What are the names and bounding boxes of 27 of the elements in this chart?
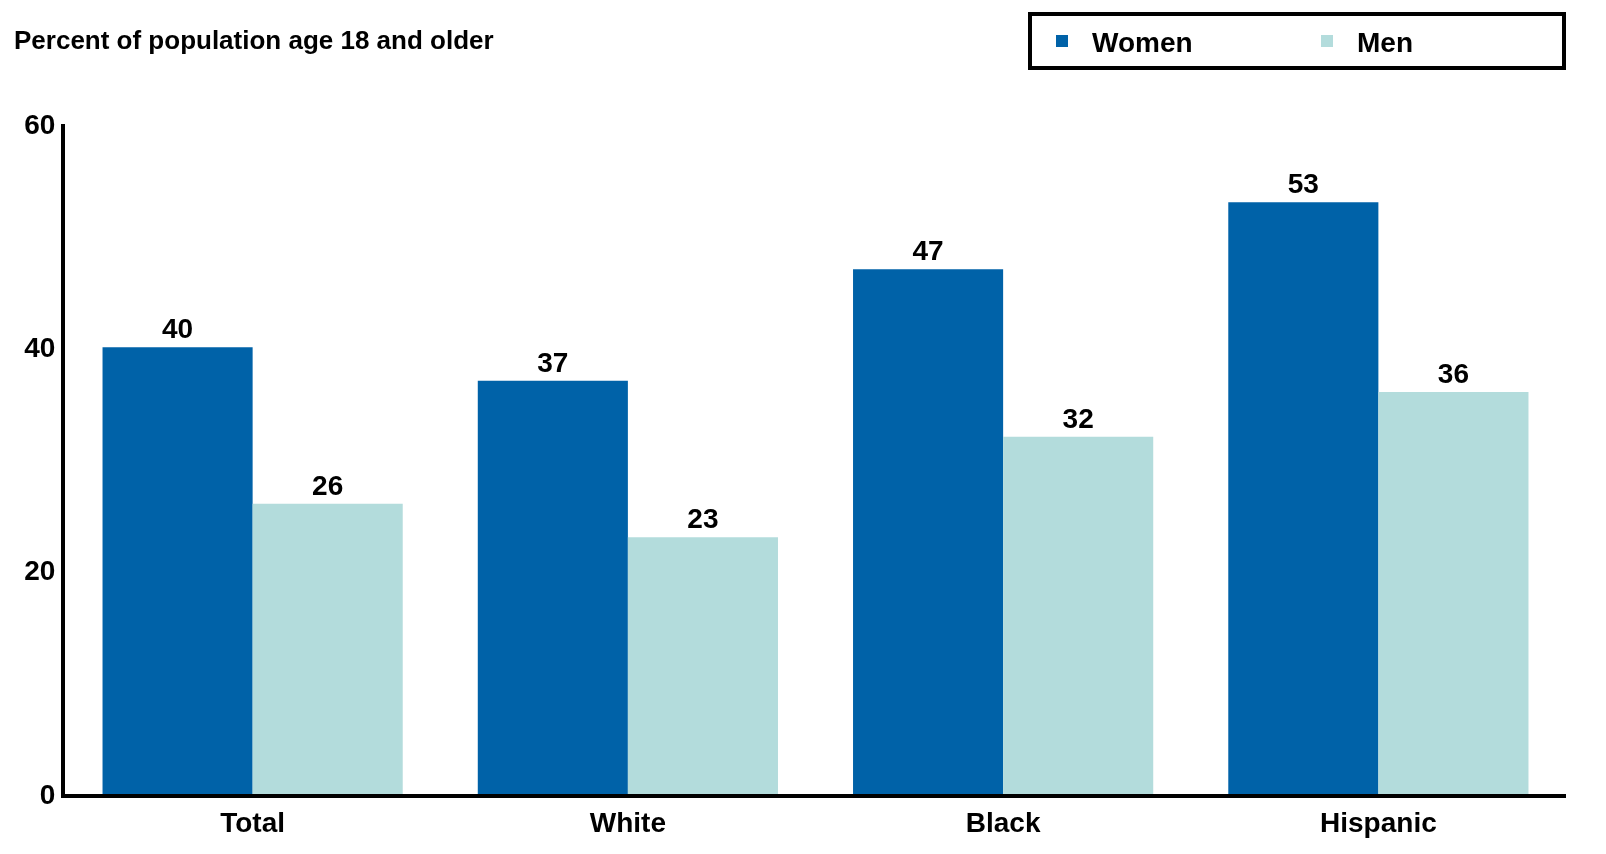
x-tick-label: White (589, 806, 666, 838)
data-label: 23 (687, 503, 719, 535)
x-tick-label: Black (965, 806, 1041, 838)
x-tick-label: Hispanic (1320, 806, 1437, 838)
y-tick-label: 0 (39, 778, 56, 810)
data-label: 32 (1062, 402, 1094, 434)
legend-label: Women (1092, 27, 1193, 59)
bar (1378, 392, 1529, 794)
y-tick-label: 20 (24, 555, 56, 587)
data-label: 36 (1437, 358, 1470, 389)
bar (102, 347, 253, 794)
bar (1003, 436, 1154, 794)
data-label: 47 (912, 235, 944, 267)
data-label: 26 (312, 469, 344, 501)
y-tick-label: 60 (24, 108, 56, 140)
bar (627, 537, 778, 794)
y-tick-label: 40 (24, 332, 56, 364)
bar (1228, 202, 1379, 794)
bar (853, 269, 1004, 794)
x-tick-label: Total (220, 806, 286, 838)
bar (252, 503, 403, 794)
data-label: 40 (162, 313, 194, 345)
data-label: 37 (537, 346, 569, 378)
bar (477, 380, 628, 794)
legend-label: Men (1357, 27, 1413, 59)
data-label: 53 (1287, 168, 1319, 200)
y-axis-title: Percent of population age 18 and older (14, 25, 494, 55)
